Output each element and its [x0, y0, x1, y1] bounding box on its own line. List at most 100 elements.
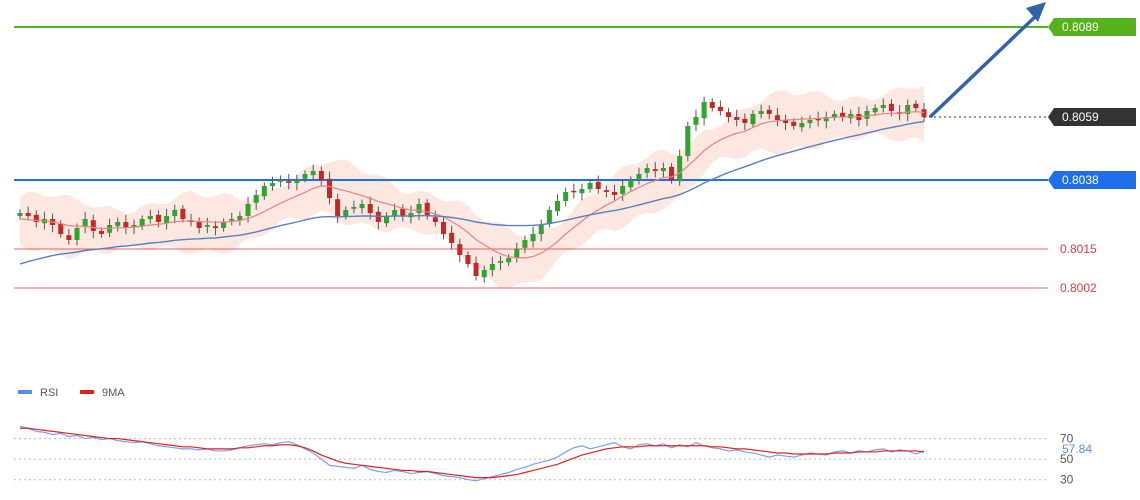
candle-body: [221, 222, 227, 228]
rsi-current-value: 57.84: [1062, 442, 1092, 456]
level-label-support-2: 0.8002: [1060, 281, 1097, 295]
candle-body: [766, 109, 772, 114]
candle-body: [669, 166, 675, 180]
candle-body: [131, 225, 137, 227]
candle-body: [139, 219, 145, 227]
candle-body: [367, 204, 373, 213]
candle-body: [620, 186, 626, 194]
rsi-line: [19, 425, 925, 482]
candle-body: [25, 213, 31, 216]
candle-body: [245, 204, 251, 216]
rsi-tick-30: 30: [1060, 473, 1074, 487]
candle-body: [831, 114, 837, 117]
legend-swatch-9ma: [80, 390, 94, 394]
candle-body: [229, 219, 235, 221]
bollinger-band: [20, 85, 924, 289]
candle-body: [400, 208, 406, 216]
level-tag-pivot: [1048, 171, 1136, 189]
candle-body: [913, 103, 919, 108]
candle-body: [286, 181, 292, 183]
candle-body: [489, 264, 495, 270]
candle-body: [677, 156, 683, 182]
candle-body: [180, 208, 186, 219]
candle-body: [449, 232, 455, 243]
candle-body: [204, 225, 210, 227]
price-levels: [14, 26, 1048, 289]
price-level-labels: 0.8089 0.8059 0.8038 0.8015 0.8002: [1048, 18, 1136, 295]
candle-body: [880, 105, 886, 108]
candle-body: [424, 202, 430, 216]
candle-body: [693, 117, 699, 125]
candle-body: [335, 199, 341, 216]
candle-body: [595, 181, 601, 189]
candle-body: [742, 118, 748, 123]
fast-moving-average: [19, 110, 925, 259]
candle-body: [473, 262, 479, 276]
candle-body: [791, 121, 797, 126]
candle-body: [587, 183, 593, 189]
candle-body: [554, 201, 561, 212]
candle-body: [905, 105, 911, 114]
candle-body: [90, 220, 96, 231]
candle-body: [783, 120, 789, 123]
candle-body: [807, 120, 813, 123]
candle-body: [294, 180, 300, 183]
candle-body: [611, 192, 618, 195]
candle-body: [261, 186, 267, 197]
candle-body: [563, 192, 569, 201]
level-tag-current-price: [1048, 108, 1136, 126]
candle-body: [359, 204, 365, 209]
candle-body: [864, 111, 870, 119]
candle-body: [872, 108, 878, 113]
rsi-gridlines: [14, 438, 1048, 481]
rsi-pane: RSI 9MA 70 50 30 57.84: [14, 387, 1092, 487]
candle-body: [530, 234, 536, 242]
candle-body: [726, 112, 732, 117]
candle-body: [709, 102, 715, 108]
candle-body: [278, 180, 284, 182]
candle-body: [481, 270, 487, 278]
legend-label-rsi: RSI: [40, 387, 58, 399]
legend-swatch-rsi: [18, 390, 32, 394]
candle-body: [310, 171, 316, 176]
candle-body: [164, 216, 170, 224]
candle-body: [546, 210, 552, 224]
candle-body: [155, 214, 161, 222]
candle-body: [343, 210, 349, 216]
candle-body: [432, 217, 438, 222]
candle-body: [33, 214, 39, 222]
candle-body: [888, 103, 894, 111]
candle-body: [123, 222, 129, 228]
candle-body: [506, 258, 512, 263]
slow-moving-average: [19, 120, 925, 265]
candle-body: [571, 190, 577, 193]
price-pane: 0.8089 0.8059 0.8038 0.8015 0.8002: [14, 2, 1136, 295]
rsi-tick-50: 50: [1060, 452, 1074, 466]
candle-body: [440, 222, 447, 234]
candle-body: [823, 117, 829, 122]
candle-body: [302, 174, 308, 179]
candle-body: [237, 216, 243, 221]
candle-body: [799, 123, 805, 128]
candle-body: [840, 112, 846, 117]
candle-body: [465, 255, 471, 264]
candle-body: [66, 235, 72, 240]
candle-body: [628, 180, 634, 188]
candle-body: [734, 117, 740, 120]
level-label-current-price: 0.8059: [1062, 110, 1099, 124]
forecast-arrowhead: [1026, 2, 1046, 22]
candle-body: [921, 109, 927, 117]
rsi-tick-labels: 70 50 30 57.84: [1060, 432, 1092, 487]
indicator-legend: RSI 9MA: [18, 387, 125, 399]
candle-body: [326, 178, 333, 198]
forecast-arrow: [928, 2, 1046, 119]
candle-body: [383, 216, 390, 224]
candle-body: [457, 244, 463, 255]
candle-body: [115, 222, 121, 227]
candle-body: [685, 126, 691, 156]
candle-body: [253, 195, 259, 203]
candle-body: [660, 168, 666, 171]
candle-body: [318, 171, 324, 180]
candle-body: [514, 249, 520, 258]
